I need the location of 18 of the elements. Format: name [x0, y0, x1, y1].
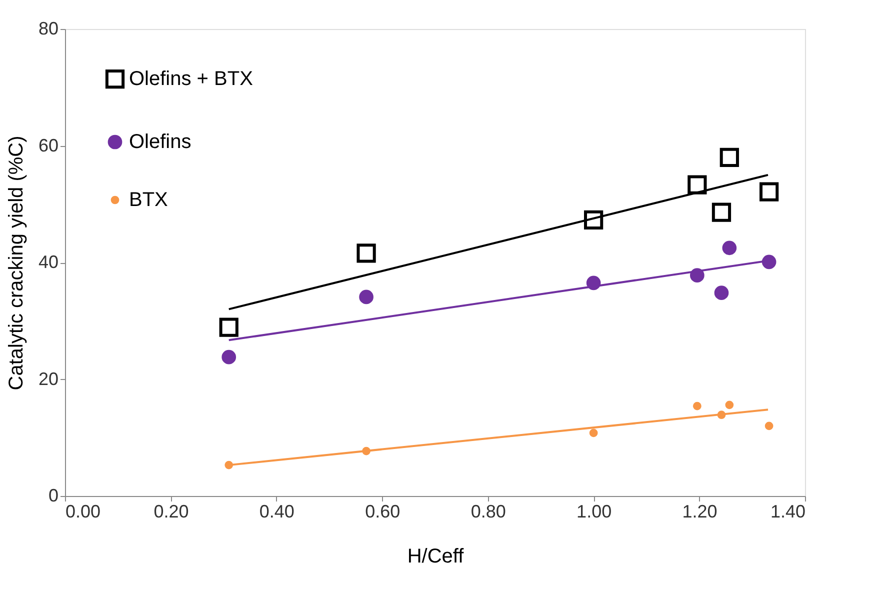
y-tick-label: 20: [38, 368, 58, 389]
legend-label: BTX: [129, 189, 168, 211]
x-tick-label: 1.00: [576, 502, 612, 522]
x-tick-label: 0.00: [66, 502, 101, 522]
y-tick-label: 40: [38, 252, 58, 272]
y-tick-label: 0: [48, 486, 58, 506]
x-tick-label: 1.20: [682, 502, 718, 522]
x-tick-label: 0.80: [470, 502, 506, 522]
legend-label: Olefins: [129, 131, 192, 153]
y-tick-label: 80: [38, 18, 58, 38]
x-tick-label: 0.60: [365, 502, 400, 522]
x-tick-label: 1.40: [770, 502, 806, 522]
legend-label: Olefins + BTX: [129, 68, 253, 90]
x-axis-title: H/Ceff: [407, 546, 464, 568]
y-axis-title: Catalytic cracking yield (%C): [5, 136, 28, 390]
x-tick-label: 0.20: [154, 502, 189, 522]
x-tick-label: 0.40: [259, 502, 294, 522]
y-tick-label: 60: [38, 135, 58, 156]
